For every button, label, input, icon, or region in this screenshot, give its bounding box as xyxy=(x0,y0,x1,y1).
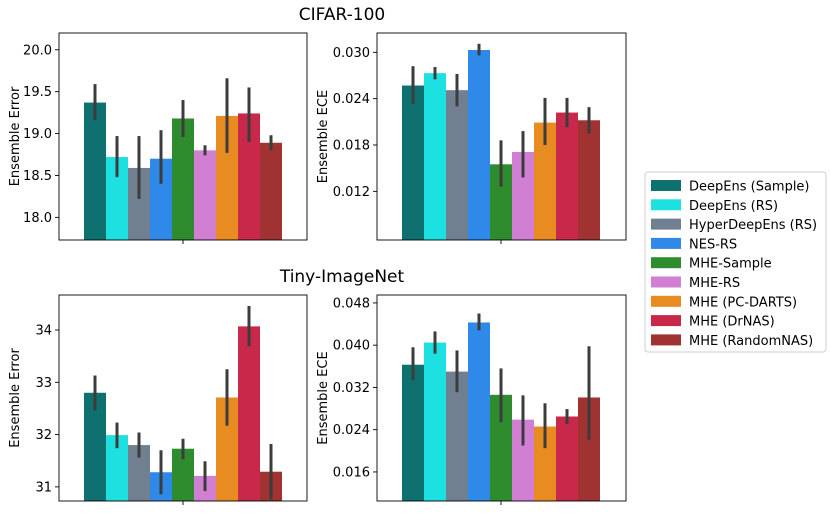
chart-title: CIFAR-100 xyxy=(299,5,385,25)
y-tick-label: 20.0 xyxy=(23,43,52,58)
legend-swatch xyxy=(651,218,681,230)
chart-title: Tiny-ImageNet xyxy=(279,267,405,287)
bar-1-1 xyxy=(84,102,106,240)
legend-label: MHE (PC-DARTS) xyxy=(689,295,797,310)
chart-panel-2: 0.012 0.018 0.024 0.030 Ensemble ECE xyxy=(316,32,627,244)
y-axis-label: Ensemble Error xyxy=(8,348,23,448)
legend-label: NES-RS xyxy=(689,237,737,252)
bar-4-5 xyxy=(490,394,512,501)
y-tick-label: 0.018 xyxy=(333,138,370,153)
legend-swatch xyxy=(651,180,681,191)
y-axis-label: Ensemble ECE xyxy=(316,90,331,183)
legend-label: HyperDeepEns (RS) xyxy=(689,218,817,233)
legend-swatch xyxy=(651,315,681,327)
y-tick-label: 0.032 xyxy=(333,381,370,396)
bar-1-9 xyxy=(260,142,282,240)
chart-panel-3: 31 32 33 34 Ensemble Error xyxy=(8,294,308,505)
bar-2-7 xyxy=(534,122,556,240)
bar-4-3 xyxy=(446,371,468,501)
y-tick-label: 19.5 xyxy=(23,85,52,100)
y-tick-label: 0.016 xyxy=(333,465,370,480)
legend-swatch xyxy=(651,295,681,307)
bar-2-2 xyxy=(424,73,446,240)
bar-3-2 xyxy=(106,435,128,501)
y-tick-label: 18.0 xyxy=(23,211,52,226)
bar-1-3 xyxy=(128,167,150,240)
y-tick-label: 0.012 xyxy=(333,185,370,200)
y-tick-label: 34 xyxy=(35,324,52,339)
legend-swatch xyxy=(651,257,681,269)
axes-frame xyxy=(376,294,627,502)
bar-2-3 xyxy=(446,90,468,241)
bar-3-7 xyxy=(216,397,238,501)
y-tick-label: 0.030 xyxy=(333,46,370,61)
bar-1-5 xyxy=(172,118,194,240)
bar-1-2 xyxy=(106,157,128,240)
legend-swatch xyxy=(651,334,681,346)
legend-label: MHE (DrNAS) xyxy=(689,315,775,330)
bar-1-8 xyxy=(238,113,260,240)
bar-2-4 xyxy=(468,49,490,240)
y-axis-label: Ensemble Error xyxy=(8,86,23,186)
legend-label: DeepEns (Sample) xyxy=(689,180,810,195)
bar-2-6 xyxy=(512,151,534,240)
bar-1-4 xyxy=(150,158,172,240)
y-tick-label: 33 xyxy=(35,376,52,391)
chart-panel-1: 18.0 18.5 19.0 19.5 20.0 Ensemble Error xyxy=(8,32,308,244)
bar-4-6 xyxy=(512,419,534,501)
bar-4-8 xyxy=(556,416,578,501)
y-tick-label: 0.048 xyxy=(333,296,370,311)
chart-panel-4: 0.016 0.024 0.032 0.040 0.048 Ensemble ECE xyxy=(316,294,627,505)
legend-label: DeepEns (RS) xyxy=(689,199,778,214)
bar-1-6 xyxy=(194,150,216,240)
axes-frame xyxy=(376,32,627,241)
bar-2-8 xyxy=(556,112,578,240)
legend-label: MHE (RandomNAS) xyxy=(689,334,813,349)
legend-label: MHE-RS xyxy=(689,276,740,291)
bar-4-4 xyxy=(468,322,490,501)
bar-1-7 xyxy=(216,115,238,240)
bar-2-1 xyxy=(402,85,424,240)
bar-3-3 xyxy=(128,445,150,501)
bar-4-9 xyxy=(578,397,600,501)
y-tick-label: 32 xyxy=(35,428,52,443)
y-tick-label: 19.0 xyxy=(23,127,52,142)
legend-swatch xyxy=(651,276,681,288)
y-tick-label: 0.024 xyxy=(333,423,370,438)
legend-swatch xyxy=(651,237,681,249)
y-tick-label: 31 xyxy=(35,480,52,495)
bar-2-9 xyxy=(578,120,600,240)
y-tick-label: 0.024 xyxy=(333,92,370,107)
bar-4-2 xyxy=(424,342,446,501)
legend-frame xyxy=(644,171,827,353)
bar-2-5 xyxy=(490,164,512,240)
bar-4-1 xyxy=(402,364,424,501)
y-tick-label: 0.040 xyxy=(333,339,370,354)
legend: DeepEns (Sample) DeepEns (RS) HyperDeepEns… xyxy=(644,171,827,353)
bar-4-7 xyxy=(534,426,556,501)
y-tick-label: 18.5 xyxy=(23,169,52,184)
bar-3-8 xyxy=(238,326,260,501)
bar-3-5 xyxy=(172,448,194,501)
legend-label: MHE-Sample xyxy=(689,257,772,272)
bar-3-1 xyxy=(84,392,106,501)
y-axis-label: Ensemble ECE xyxy=(316,351,331,444)
legend-swatch xyxy=(651,199,681,211)
